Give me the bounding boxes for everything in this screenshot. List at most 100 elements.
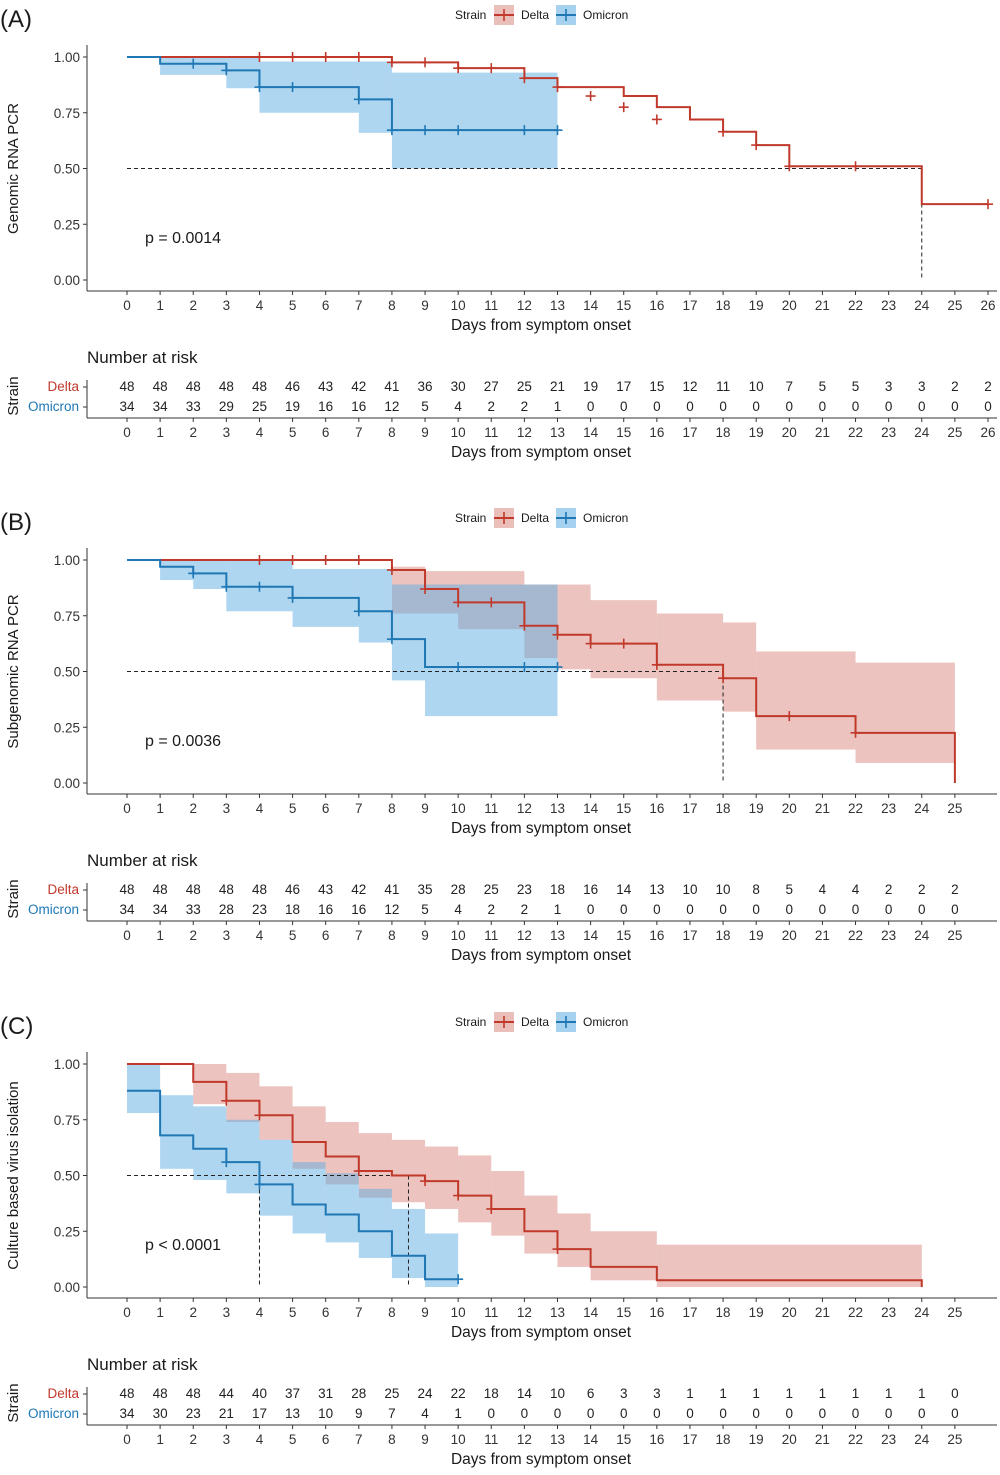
ci-band-omicron [325,1173,359,1243]
risk-count-delta: 1 [719,1386,727,1401]
risk-count-delta: 48 [186,882,201,897]
risk-count-delta: 1 [885,1386,893,1401]
x-tick-label: 15 [616,298,631,313]
ci-band-delta [756,651,856,750]
x-tick-label: 3 [223,1305,231,1320]
risk-count-delta: 5 [819,379,827,394]
x-tick-label: 0 [123,1305,131,1320]
ci-band-omicron [391,584,426,681]
x-tick-label: 1 [156,1305,164,1320]
risk-x-tick-label: 3 [223,928,231,943]
risk-count-omicron: 0 [885,1406,893,1421]
censor-mark-omicron [221,65,232,76]
risk-count-delta: 48 [153,882,168,897]
legend-label-delta: Delta [521,1015,549,1029]
censor-mark-omicron [386,125,397,136]
legend-label-delta: Delta [521,511,549,525]
y-tick-label: 0.50 [54,665,80,680]
risk-count-delta: 22 [451,1386,466,1401]
censor-mark-delta [254,1110,265,1121]
x-tick-label: 16 [649,298,664,313]
survival-curve-omicron [127,56,558,132]
x-tick-label: 18 [716,298,731,313]
risk-x-tick-label: 3 [223,425,231,440]
x-tick-label: 25 [947,801,962,816]
censor-mark-omicron [287,82,298,93]
x-tick-label: 5 [289,1305,297,1320]
censor-mark-delta [254,52,265,62]
risk-count-omicron: 19 [285,399,300,414]
x-tick-label: 0 [123,298,131,313]
risk-count-omicron: 0 [719,399,727,414]
risk-count-omicron: 0 [852,902,860,917]
risk-count-delta: 46 [285,379,300,394]
censor-mark-delta [618,638,629,649]
x-tick-label: 15 [616,1305,631,1320]
risk-count-delta: 43 [318,882,333,897]
risk-count-omicron: 0 [521,1406,529,1421]
risk-x-tick-label: 4 [256,425,264,440]
risk-x-tick-label: 17 [682,1432,697,1447]
risk-count-omicron: 4 [454,399,462,414]
x-tick-label: 17 [682,298,697,313]
risk-count-delta: 17 [616,379,631,394]
x-tick-label: 26 [980,298,995,313]
censor-mark-delta [983,199,993,210]
risk-count-delta: 18 [484,1386,499,1401]
risk-count-omicron: 23 [252,902,267,917]
censor-mark-delta [420,1176,431,1187]
risk-x-tick-label: 1 [156,1432,164,1447]
censor-mark-omicron [552,125,563,136]
x-tick-label: 16 [649,801,664,816]
risk-x-tick-label: 19 [749,928,764,943]
risk-count-omicron: 21 [219,1406,234,1421]
legend-key-delta [494,1012,514,1032]
risk-count-omicron: 0 [918,902,926,917]
y-tick-label: 0.75 [54,609,80,624]
ci-band-delta [491,1171,525,1236]
x-tick-label: 13 [550,801,565,816]
x-tick-label: 4 [256,801,264,816]
censor-mark-omicron [552,662,563,673]
risk-count-omicron: 34 [119,1406,135,1421]
risk-count-omicron: 0 [653,1406,661,1421]
risk-count-omicron: 16 [318,399,333,414]
risk-x-tick-label: 1 [156,425,164,440]
x-tick-label: 14 [583,1305,599,1320]
risk-count-omicron: 0 [951,902,959,917]
ci-band-delta [524,1195,558,1254]
risk-x-tick-label: 12 [517,1432,532,1447]
ci-band-delta [656,613,724,701]
ci-band-omicron [358,568,392,643]
risk-count-delta: 3 [885,379,893,394]
legend-key-delta [494,508,514,528]
risk-count-omicron: 0 [686,1406,694,1421]
ci-band-delta [557,584,591,670]
censor-mark-delta [420,583,431,594]
risk-count-omicron: 1 [554,399,562,414]
risk-count-omicron: 0 [819,399,827,414]
risk-x-tick-label: 18 [716,425,731,440]
risk-count-delta: 1 [852,1386,860,1401]
risk-x-tick-label: 16 [649,1432,664,1447]
ci-band-delta [292,1106,326,1169]
censor-mark-omicron [254,581,265,592]
risk-count-delta: 7 [786,379,794,394]
risk-table-row-axis-label: Strain [5,376,22,415]
panel-b: (B) Strain Delta Omicron 0.00 0.25 0.50 0.75 1.0… [0,508,997,964]
x-tick-label: 8 [388,1305,396,1320]
y-axis-label: Genomic RNA PCR [5,103,22,234]
risk-table-title: Number at risk [87,851,198,870]
risk-row-label-omicron: Omicron [28,399,79,414]
y-axis-label: Culture based virus isolation [5,1081,22,1269]
risk-count-delta: 48 [252,882,267,897]
legend-key-omicron [556,5,576,25]
risk-x-tick-label: 7 [355,928,363,943]
censor-mark-delta [353,1166,364,1177]
risk-x-tick-label: 19 [749,1432,764,1447]
risk-count-delta: 36 [418,379,433,394]
y-tick-label: 0.25 [54,1224,80,1239]
risk-count-omicron: 0 [620,399,628,414]
risk-x-tick-label: 19 [749,425,764,440]
